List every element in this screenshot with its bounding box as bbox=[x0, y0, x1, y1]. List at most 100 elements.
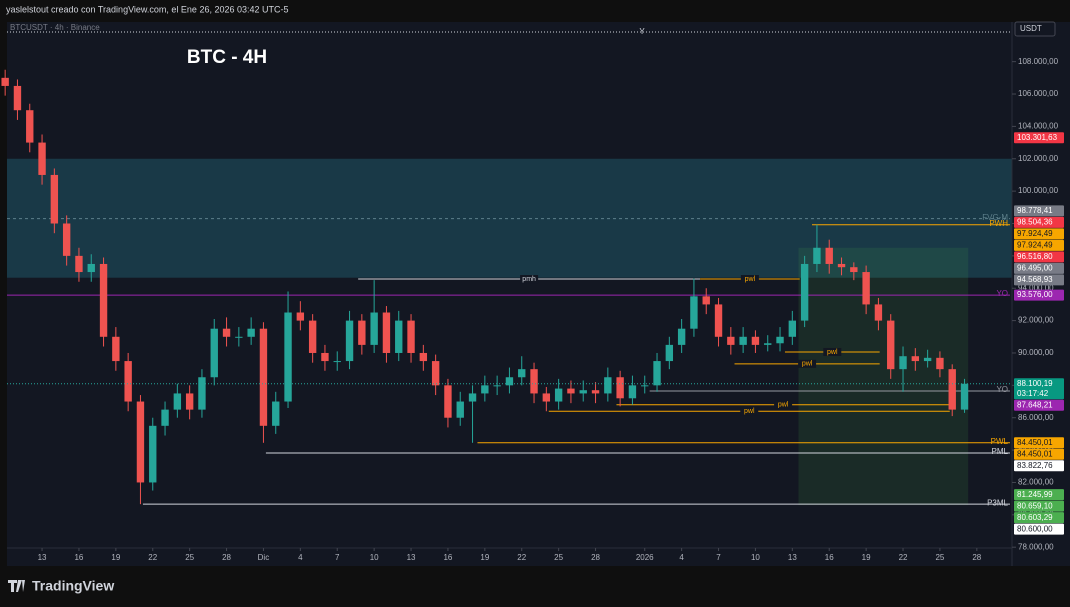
candle-body bbox=[75, 255, 83, 273]
price-label-box bbox=[1014, 489, 1064, 501]
x-tick-label: 19 bbox=[111, 553, 120, 562]
plot-area bbox=[7, 22, 1012, 566]
price-label-box bbox=[1014, 523, 1064, 535]
x-tick-label: 13 bbox=[407, 553, 416, 562]
candle-body bbox=[370, 312, 378, 345]
x-tick-label: 19 bbox=[862, 553, 871, 562]
x-tick-label: 28 bbox=[222, 553, 231, 562]
price-label-box bbox=[1014, 132, 1064, 144]
candle-body bbox=[911, 356, 920, 362]
candle-body bbox=[247, 328, 255, 337]
price-label: 96.516,80 bbox=[1017, 252, 1053, 261]
candle-body bbox=[38, 142, 46, 175]
price-label-box bbox=[1014, 378, 1064, 400]
price-label: 80.600,00 bbox=[1017, 524, 1053, 533]
level-label: YO bbox=[996, 385, 1008, 394]
candle-body bbox=[850, 267, 858, 273]
y-tick-label: 94.000,00 bbox=[1018, 283, 1054, 292]
candle-body bbox=[813, 247, 821, 264]
level-label: PML bbox=[992, 447, 1009, 456]
price-label: 80.603,29 bbox=[1017, 513, 1053, 522]
candle-body bbox=[714, 304, 723, 337]
candle-body bbox=[862, 272, 870, 305]
price-label-box bbox=[1014, 251, 1064, 263]
candle-body bbox=[13, 85, 22, 111]
brand-logo[interactable]: TradingView bbox=[8, 578, 114, 594]
candle-body bbox=[444, 385, 452, 418]
x-tick-label: 25 bbox=[935, 553, 944, 562]
x-tick-label: 22 bbox=[899, 553, 908, 562]
candle-body bbox=[185, 393, 194, 410]
chart-title: BTC - 4H bbox=[187, 47, 267, 68]
level-label-bg bbox=[740, 407, 759, 416]
price-label: 98.504,36 bbox=[1017, 218, 1053, 227]
candle-body bbox=[493, 385, 501, 387]
candle-body bbox=[518, 369, 526, 378]
x-tick-label: 16 bbox=[74, 553, 83, 562]
x-tick-label: 2026 bbox=[636, 553, 654, 562]
candle-body bbox=[616, 377, 624, 399]
price-label: 97.924,49 bbox=[1017, 241, 1053, 250]
price-label-box bbox=[1014, 437, 1064, 449]
candle-body bbox=[628, 385, 637, 399]
x-tick-label: 4 bbox=[298, 553, 303, 562]
price-label-box bbox=[1014, 274, 1064, 286]
candle-body bbox=[407, 320, 415, 353]
top-marker: Y bbox=[639, 27, 645, 36]
candle-body bbox=[358, 320, 366, 345]
candle-body bbox=[284, 312, 292, 402]
candle-body bbox=[764, 343, 772, 345]
candle-body bbox=[923, 357, 932, 362]
zone bbox=[798, 247, 969, 506]
candle-body bbox=[136, 401, 145, 483]
candle-body bbox=[431, 361, 440, 386]
candle-body bbox=[481, 385, 489, 394]
candle-body bbox=[727, 336, 735, 345]
symbol: BTCUSDT · 4h · Binance bbox=[10, 23, 100, 32]
candle-body bbox=[333, 361, 341, 363]
level-label: pmh bbox=[522, 276, 536, 283]
level-label: PWL bbox=[991, 437, 1009, 446]
y-tick-label: 104.000,00 bbox=[1018, 122, 1059, 131]
candle-body bbox=[653, 361, 661, 386]
candle-body bbox=[395, 320, 403, 353]
level-label: PWH bbox=[989, 219, 1008, 228]
candle-body bbox=[124, 361, 132, 402]
price-label: 97.924,49 bbox=[1017, 229, 1053, 238]
price-label-box bbox=[1014, 448, 1064, 460]
candle-body bbox=[456, 401, 464, 418]
price-label: 103.301,63 bbox=[1017, 133, 1058, 142]
price-label: 88.100,19 bbox=[1017, 379, 1053, 388]
level-label-bg bbox=[740, 275, 759, 284]
level-label: FVG-M bbox=[982, 213, 1008, 222]
y-tick-label: 100.000,00 bbox=[1018, 186, 1059, 195]
candle-body bbox=[825, 247, 833, 264]
candle-body bbox=[26, 110, 34, 143]
y-tick-label: 108.000,00 bbox=[1018, 57, 1059, 66]
price-label: 83.822,76 bbox=[1017, 461, 1053, 470]
candle-body bbox=[579, 390, 587, 394]
x-tick-label: 16 bbox=[443, 553, 452, 562]
brand[interactable]: TradingView bbox=[32, 578, 114, 594]
candle-body bbox=[960, 383, 969, 410]
level-label: pwl bbox=[744, 408, 755, 415]
level-label: pwl bbox=[778, 402, 789, 409]
candle-body bbox=[382, 312, 391, 353]
price-label-box bbox=[1014, 512, 1064, 524]
candle-body bbox=[948, 369, 956, 410]
x-tick-label: 4 bbox=[679, 553, 684, 562]
currency[interactable]: USDT bbox=[1020, 24, 1042, 33]
y-tick-label: 82.000,00 bbox=[1018, 478, 1054, 487]
currency-box[interactable] bbox=[1014, 21, 1056, 37]
level-label: pwl bbox=[745, 276, 756, 283]
price-label-box bbox=[1014, 460, 1064, 472]
price-label: 80.659,10 bbox=[1017, 501, 1053, 510]
header: yaslelstout creado con TradingView.com, … bbox=[6, 4, 289, 14]
price-label-box bbox=[1014, 399, 1064, 411]
candle-body bbox=[1, 77, 9, 86]
logo-icon[interactable] bbox=[8, 580, 25, 592]
price-label-box bbox=[1014, 216, 1064, 228]
candle-body bbox=[677, 328, 686, 345]
